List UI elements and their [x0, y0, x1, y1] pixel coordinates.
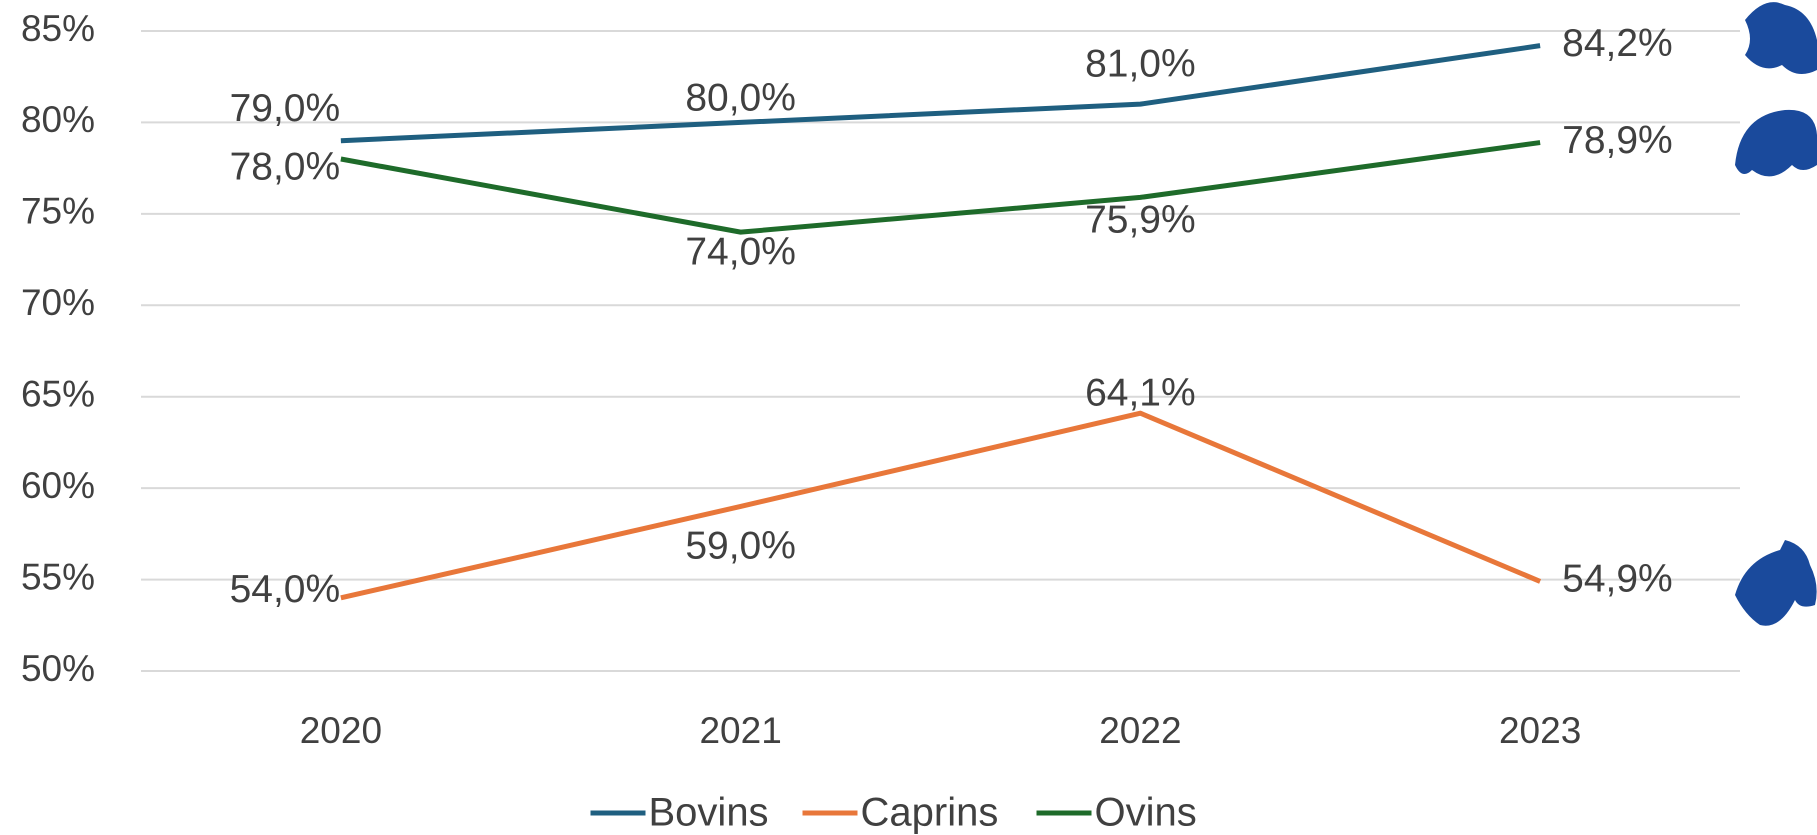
- data-label: 84,2%: [1562, 22, 1673, 65]
- series-line: [340, 410, 1542, 601]
- data-label: 75,9%: [1085, 199, 1196, 242]
- x-tick-label: 2022: [1099, 710, 1181, 751]
- data-label: 78,9%: [1562, 119, 1673, 162]
- data-label: 54,9%: [1562, 558, 1673, 601]
- data-label: 64,1%: [1085, 371, 1196, 414]
- series-line: [340, 43, 1541, 144]
- data-label: 79,0%: [230, 87, 341, 130]
- sheep-icon: [1735, 109, 1817, 177]
- legend-label: Bovins: [649, 791, 769, 835]
- data-label: 74,0%: [685, 230, 796, 273]
- y-tick-label: 65%: [21, 373, 95, 414]
- x-tick-label: 2023: [1499, 710, 1581, 751]
- series-line: [340, 140, 1541, 235]
- data-label: 80,0%: [685, 77, 796, 120]
- legend-label: Ovins: [1095, 791, 1197, 835]
- cow-icon: [1745, 2, 1817, 75]
- data-label: 59,0%: [685, 525, 796, 568]
- y-tick-label: 70%: [21, 282, 95, 323]
- y-tick-label: 60%: [21, 465, 95, 506]
- y-tick-label: 55%: [21, 556, 95, 597]
- y-tick-label: 75%: [21, 191, 95, 232]
- data-label: 78,0%: [230, 145, 341, 188]
- data-label: 81,0%: [1085, 42, 1196, 85]
- y-tick-label: 50%: [21, 648, 95, 689]
- animal-icons: [1735, 2, 1817, 626]
- y-tick-label: 80%: [21, 99, 95, 140]
- x-tick-label: 2021: [699, 710, 781, 751]
- legend-label: Caprins: [861, 791, 999, 835]
- y-tick-label: 85%: [21, 8, 95, 49]
- x-tick-label: 2020: [300, 710, 382, 751]
- goat-icon: [1735, 540, 1817, 626]
- data-label: 54,0%: [230, 568, 341, 611]
